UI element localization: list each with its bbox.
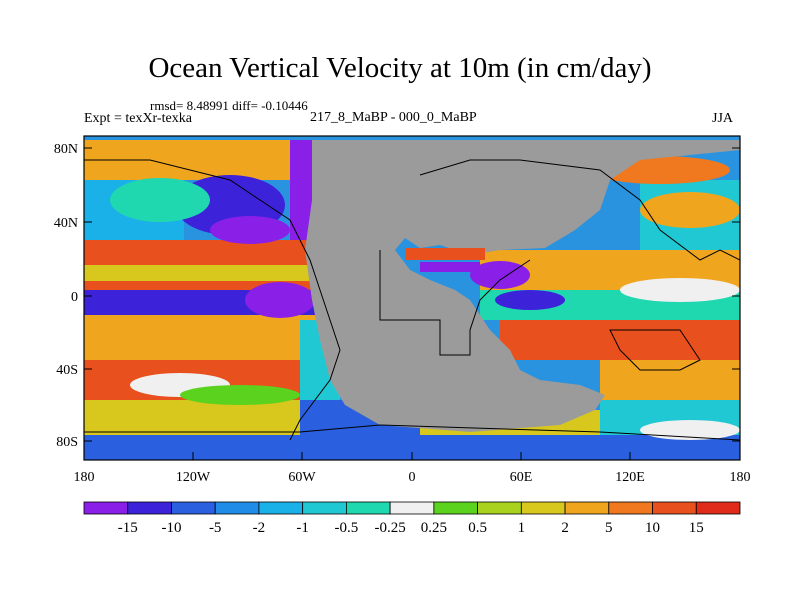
experiment-label: Expt = texXr-texka — [84, 111, 192, 126]
colorbar-label: 10 — [645, 520, 660, 536]
colorbar-box — [433, 501, 479, 515]
coastline — [84, 424, 740, 441]
lat-tick-label: 0 — [71, 290, 78, 305]
field-patch — [210, 216, 290, 244]
comparison-label: 217_8_MaBP - 000_0_MaBP — [310, 110, 477, 125]
field-patch — [640, 192, 740, 228]
lat-tick-label: 80N — [54, 142, 78, 157]
colorbar-label: 0.25 — [421, 520, 447, 536]
coastline — [84, 159, 341, 441]
colorbar-label: 2 — [561, 520, 569, 536]
field-patch — [84, 400, 314, 435]
lon-tick-label: 180 — [730, 470, 751, 485]
lon-tick-label: 60W — [288, 470, 316, 485]
field-patch — [600, 360, 740, 400]
colorbar-box — [171, 501, 216, 515]
coastline — [609, 329, 701, 371]
colorbar: -15 -10 -5 -2 -1 -0.5 -0.25 0.25 0.5 1 2 5 10 15 — [83, 501, 741, 536]
field-patch — [495, 290, 565, 310]
colorbar-box — [127, 501, 172, 515]
colorbar-label: 0.5 — [468, 520, 487, 536]
field-patch — [500, 320, 740, 360]
lon-tick-label: 120W — [176, 470, 211, 485]
colorbar-box — [695, 501, 741, 515]
colorbar-box — [83, 501, 129, 515]
colorbar-box — [520, 501, 566, 515]
colorbar-box — [258, 501, 304, 515]
colorbar-label: -10 — [161, 520, 181, 536]
lon-tick-label: 0 — [409, 470, 416, 485]
lat-tick-label: 80S — [56, 435, 78, 450]
lon-tick-label: 180 — [74, 470, 95, 485]
colorbar-label: -1 — [296, 520, 309, 536]
colorbar-box — [302, 501, 347, 515]
lon-tick-label: 120E — [615, 470, 645, 485]
colorbar-box — [214, 501, 260, 515]
field-patch — [110, 178, 210, 222]
field-patch — [84, 265, 324, 281]
colorbar-label: -0.25 — [375, 520, 406, 536]
field-patch — [245, 282, 315, 318]
colorbar-label: -15 — [118, 520, 138, 536]
colorbar-label: -5 — [209, 520, 222, 536]
coastline — [419, 159, 740, 261]
stats-label: rmsd= 8.48991 diff= -0.10446 — [150, 98, 308, 113]
field-patch — [405, 248, 485, 260]
colorbar-label: 15 — [689, 520, 704, 536]
colorbar-box — [564, 501, 610, 515]
field-patch — [420, 262, 480, 272]
colorbar-label: -2 — [253, 520, 266, 536]
lon-axis: 180 120W 60W 0 60E 120E 180 — [74, 452, 751, 485]
coastline — [379, 250, 531, 356]
map-title: Ocean Vertical Velocity at 10m (in cm/da… — [148, 52, 652, 84]
land-mass — [305, 140, 740, 432]
field-patch — [640, 420, 740, 440]
colorbar-box — [652, 501, 697, 515]
colorbar-label: 5 — [605, 520, 613, 536]
field-patch — [180, 385, 300, 405]
field-patch — [620, 278, 740, 302]
lat-tick-label: 40N — [54, 216, 78, 231]
lon-tick-label: 60E — [510, 470, 533, 485]
colorbar-box — [345, 501, 391, 515]
lat-axis: 80N 40N 0 40S 80S — [54, 142, 740, 450]
field-patch — [470, 261, 530, 289]
field-patch — [84, 315, 324, 360]
colorbar-box — [389, 501, 435, 515]
colorbar-label: -0.5 — [335, 520, 359, 536]
map-area — [84, 136, 740, 460]
colorbar-box — [608, 501, 653, 515]
colorbar-label: 1 — [518, 520, 526, 536]
lat-tick-label: 40S — [56, 363, 78, 378]
colorbar-box — [477, 501, 522, 515]
season-label: JJA — [712, 111, 734, 126]
